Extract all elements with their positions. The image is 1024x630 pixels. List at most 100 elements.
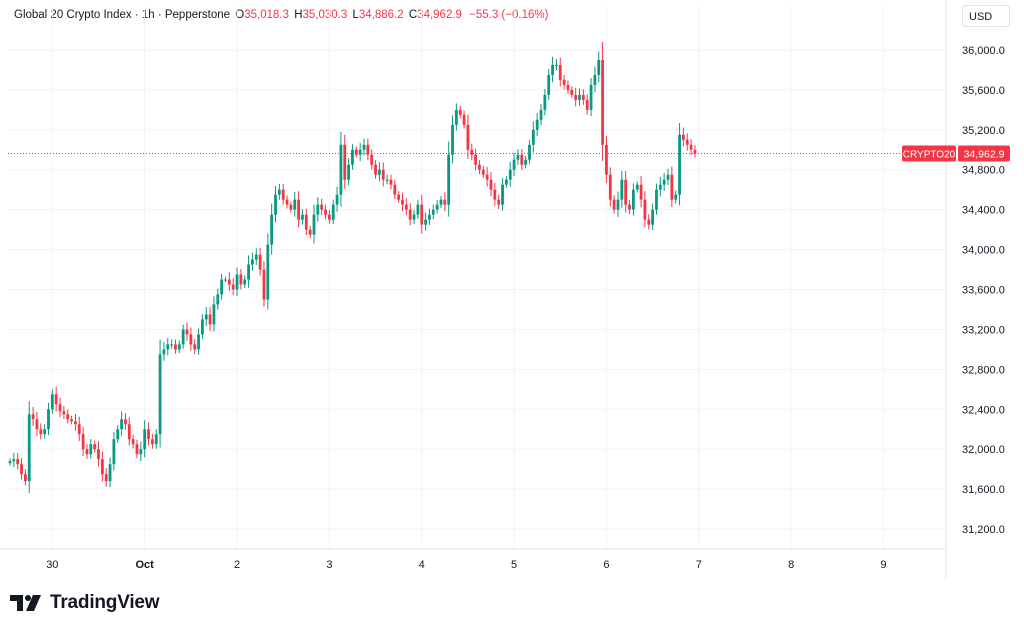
candle-body: [85, 449, 89, 455]
candle-body: [416, 204, 420, 215]
candle: [628, 199, 631, 215]
candle-body: [100, 459, 104, 475]
candle-body: [285, 199, 289, 205]
symbol-title[interactable]: Global 20 Crypto Index · 1h · Pepperston…: [14, 9, 231, 21]
candle: [608, 167, 612, 207]
last-price-tag: [958, 145, 1010, 162]
candle: [531, 121, 535, 153]
candle: [454, 103, 458, 131]
candle-body: [258, 254, 262, 270]
candle-body: [89, 444, 93, 455]
candle: [301, 209, 304, 225]
candle-body: [189, 334, 193, 345]
candle-body: [393, 184, 397, 195]
candle-body: [112, 439, 116, 465]
candle-body: [247, 264, 250, 280]
high-value: 35,030.3: [302, 9, 348, 21]
candle-body: [208, 314, 212, 325]
candle: [235, 267, 239, 296]
candle-body: [197, 334, 200, 350]
candle: [397, 191, 401, 203]
candle-body: [335, 194, 339, 205]
candle: [77, 416, 81, 442]
candle-body: [589, 84, 593, 110]
candle-body: [150, 439, 154, 445]
candle-body: [304, 214, 308, 230]
candle-body: [547, 74, 551, 95]
candle: [424, 212, 427, 231]
candle-body: [385, 179, 389, 181]
candle: [462, 110, 466, 129]
candle: [231, 278, 235, 296]
candle: [100, 451, 104, 482]
candle-body: [231, 284, 235, 290]
candle: [601, 41, 604, 161]
tradingview-wordmark: TradingView: [50, 592, 160, 613]
candle: [335, 186, 339, 212]
candle: [116, 425, 120, 443]
candle-body: [651, 209, 655, 225]
candle: [343, 134, 347, 189]
candle: [543, 88, 547, 116]
candle-body: [512, 159, 516, 170]
candle-body: [362, 144, 366, 150]
candle: [689, 139, 693, 155]
candle-body: [435, 204, 439, 210]
candle: [362, 138, 366, 156]
candle: [43, 424, 47, 439]
candle: [354, 146, 358, 158]
candle: [170, 339, 174, 349]
candle: [251, 252, 254, 271]
candle-body: [108, 464, 112, 482]
candle: [320, 198, 324, 215]
candle-body: [327, 214, 331, 220]
candle-body: [474, 154, 478, 165]
candle-body: [166, 344, 170, 350]
candle: [139, 441, 143, 461]
candle-body: [431, 209, 435, 215]
candle: [585, 94, 589, 115]
candle-body: [404, 204, 408, 210]
currency-selector[interactable]: USD: [962, 5, 1010, 27]
candle-body: [389, 179, 393, 185]
candle: [458, 105, 462, 119]
candle-body: [97, 449, 100, 460]
candle: [528, 140, 531, 165]
candle: [408, 203, 412, 226]
low-value: 34,886.2: [358, 9, 404, 21]
candle: [670, 166, 674, 207]
candle-body: [605, 144, 608, 175]
candle: [297, 191, 300, 228]
candle: [281, 184, 285, 205]
candle: [8, 458, 12, 466]
candle-body: [347, 164, 351, 180]
candle: [428, 208, 431, 226]
candle: [174, 339, 177, 354]
candle: [358, 142, 362, 162]
candle-body: [366, 144, 370, 155]
candle: [277, 183, 281, 200]
candle: [501, 178, 504, 211]
candle-body: [666, 174, 670, 180]
candle-body: [316, 204, 320, 215]
tradingview-logo[interactable]: TradingView: [10, 592, 160, 614]
candle: [693, 145, 697, 158]
candle: [404, 198, 408, 216]
candle-body: [139, 449, 143, 455]
candle: [143, 420, 147, 458]
candle-body: [358, 149, 362, 155]
candle: [20, 458, 23, 480]
candle-body: [374, 164, 377, 175]
candle: [35, 411, 39, 436]
candle-body: [12, 459, 16, 462]
candle-body: [39, 429, 43, 435]
candle-body: [135, 444, 139, 455]
candle: [439, 196, 443, 208]
candle: [504, 176, 508, 188]
candle: [131, 434, 135, 449]
candle: [658, 177, 662, 197]
candle: [516, 149, 520, 165]
time-tick-label: 5: [511, 559, 517, 571]
